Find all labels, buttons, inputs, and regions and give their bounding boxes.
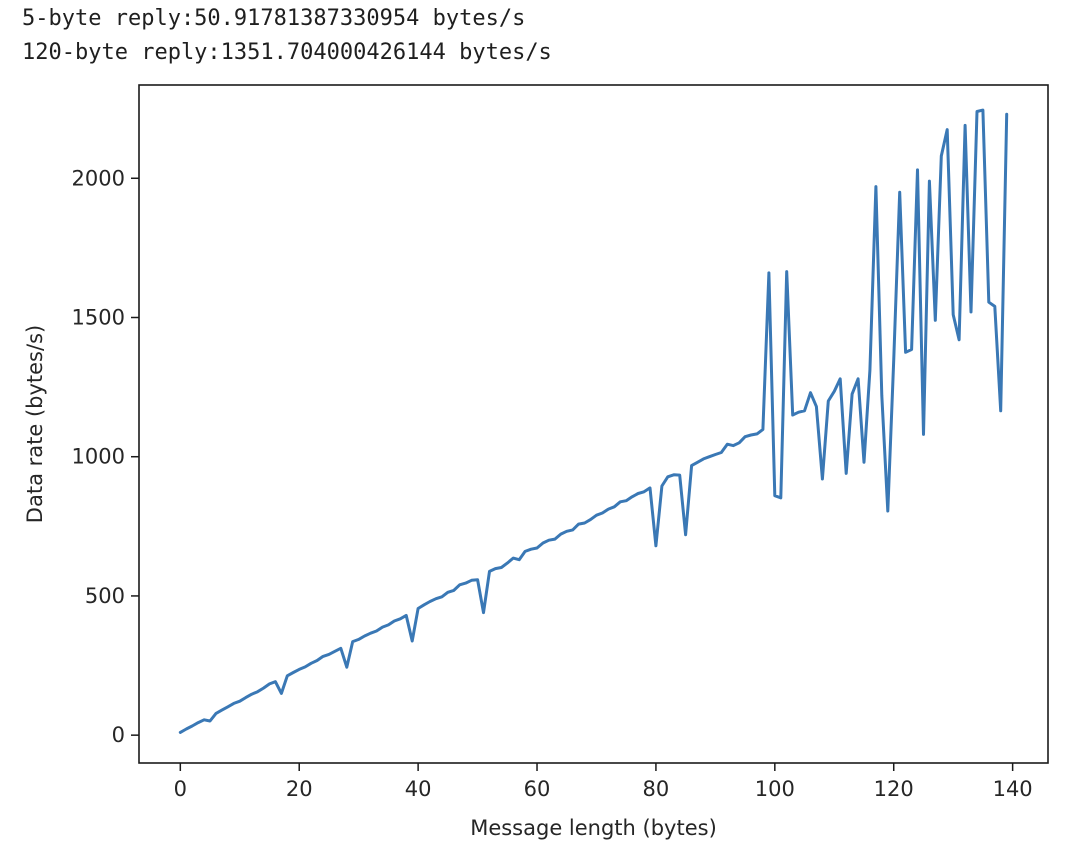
series-line — [178, 108, 1009, 734]
y-tick-label: 1000 — [72, 445, 125, 469]
y-tick-label: 500 — [85, 584, 125, 608]
x-tick-label: 40 — [405, 777, 432, 801]
x-tick-label: 120 — [874, 777, 914, 801]
output-line-1: 5-byte reply:50.91781387330954 bytes/s — [22, 6, 526, 31]
y-axis: 0 500 1000 1500 2000 — [72, 166, 139, 747]
x-tick-label: 80 — [643, 777, 670, 801]
x-tick-label: 0 — [174, 777, 187, 801]
x-tick-label: 100 — [755, 777, 795, 801]
output-line-2: 120-byte reply:1351.704000426144 bytes/s — [22, 40, 552, 65]
y-tick-label: 2000 — [72, 166, 125, 190]
x-axis-label: Message length (bytes) — [470, 816, 717, 840]
plot-frame — [138, 84, 1049, 764]
x-tick-label: 140 — [993, 777, 1033, 801]
y-axis-label: Data rate (bytes/s) — [23, 325, 47, 523]
x-tick-label: 20 — [286, 777, 313, 801]
x-tick-label: 60 — [524, 777, 551, 801]
x-axis: 0 20 40 60 80 100 120 140 — [174, 763, 1033, 801]
y-tick-label: 0 — [112, 723, 125, 747]
y-tick-label: 1500 — [72, 305, 125, 329]
